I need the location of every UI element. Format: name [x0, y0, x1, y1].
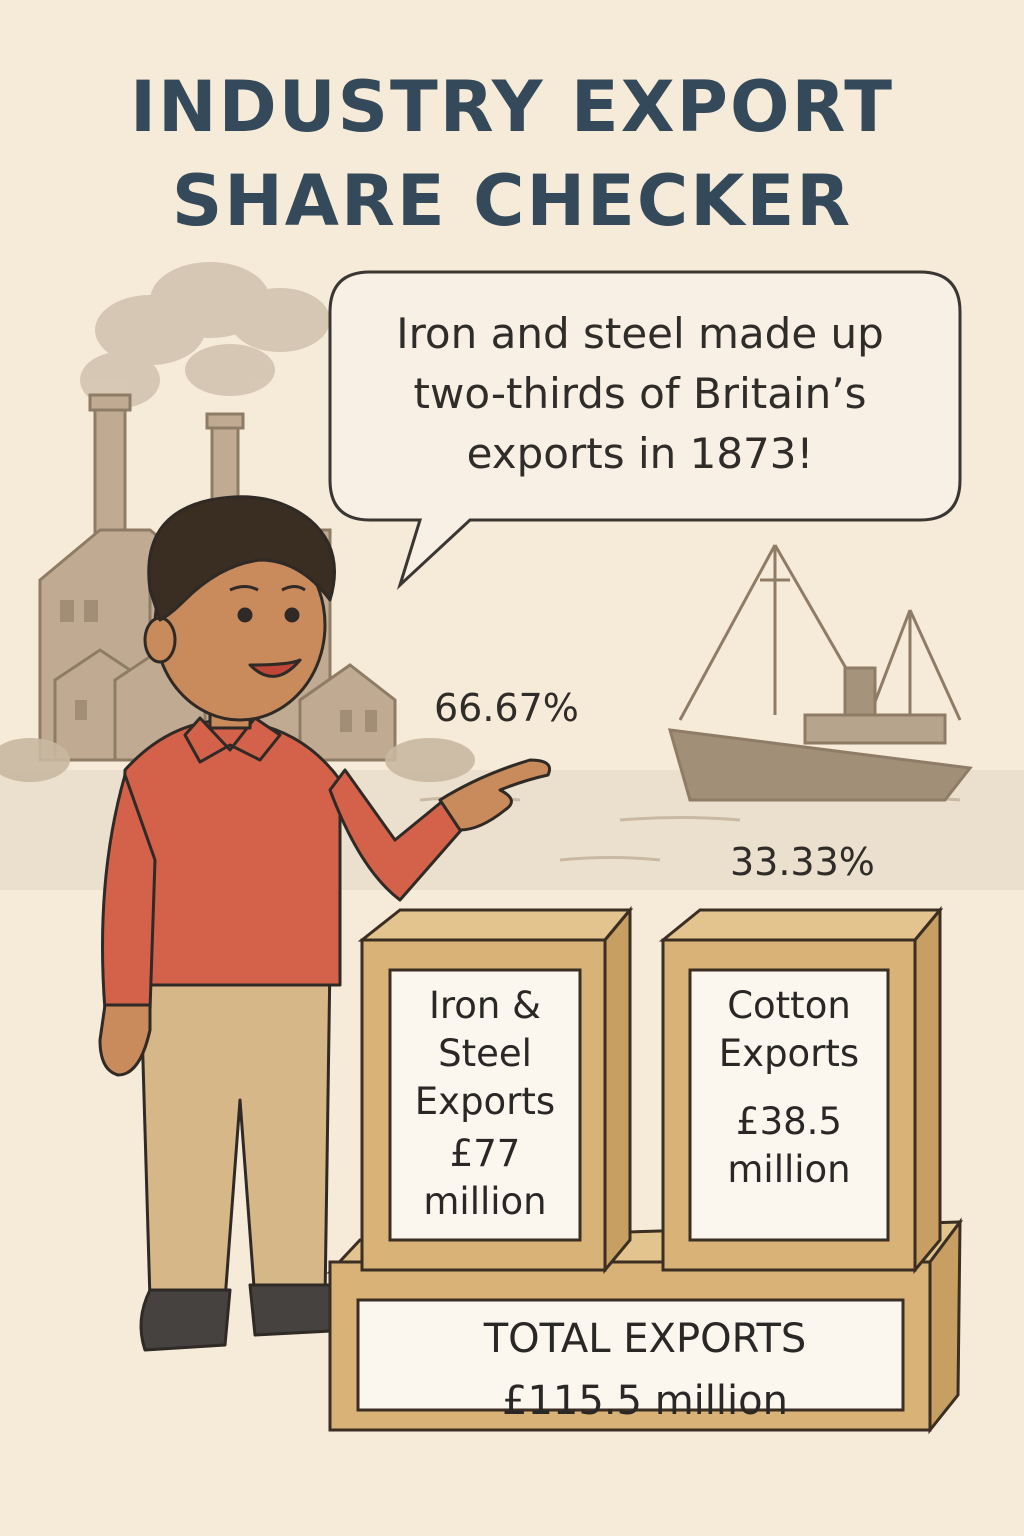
cotton-crate	[658, 905, 944, 1275]
speech-bubble	[328, 270, 962, 590]
cotton-line-1: Cotton	[727, 984, 851, 1027]
iron-steel-crate-label: Iron & Steel Exports £77 million	[390, 982, 580, 1226]
iron-steel-line-2: Steel	[438, 1032, 532, 1075]
total-line-1: TOTAL EXPORTS	[483, 1316, 807, 1362]
total-line-2: £115.5 million	[502, 1378, 788, 1424]
cotton-amount-2: million	[727, 1148, 851, 1191]
iron-steel-amount-2: million	[423, 1180, 547, 1223]
bubble-line-1: Iron and steel made up	[396, 309, 884, 358]
steam-ship	[667, 544, 973, 802]
bubble-line-3: exports in 1873!	[466, 429, 814, 478]
page-title: INDUSTRY EXPORT SHARE CHECKER	[0, 60, 1024, 248]
total-exports-label: TOTAL EXPORTS £115.5 million	[360, 1308, 930, 1432]
cotton-share-label: 33.33%	[730, 840, 875, 884]
cotton-amount-1: £38.5	[736, 1100, 842, 1143]
speech-bubble-text: Iron and steel made up two-thirds of Bri…	[340, 304, 940, 484]
cotton-line-2: Exports	[718, 1032, 860, 1075]
title-line-1: INDUSTRY EXPORT	[130, 66, 894, 148]
iron-steel-line-1: Iron &	[428, 984, 541, 1027]
boy-character	[98, 495, 551, 1352]
iron-steel-crate	[357, 905, 634, 1275]
iron-steel-line-3: Exports	[414, 1080, 556, 1123]
cotton-crate-label: Cotton Exports £38.5 million	[690, 982, 888, 1194]
title-line-2: SHARE CHECKER	[171, 160, 853, 242]
iron-steel-amount-1: £77	[449, 1132, 521, 1175]
bushes	[0, 738, 475, 782]
iron-steel-share-label: 66.67%	[434, 686, 579, 730]
bubble-line-2: two-thirds of Britain’s	[413, 369, 867, 418]
